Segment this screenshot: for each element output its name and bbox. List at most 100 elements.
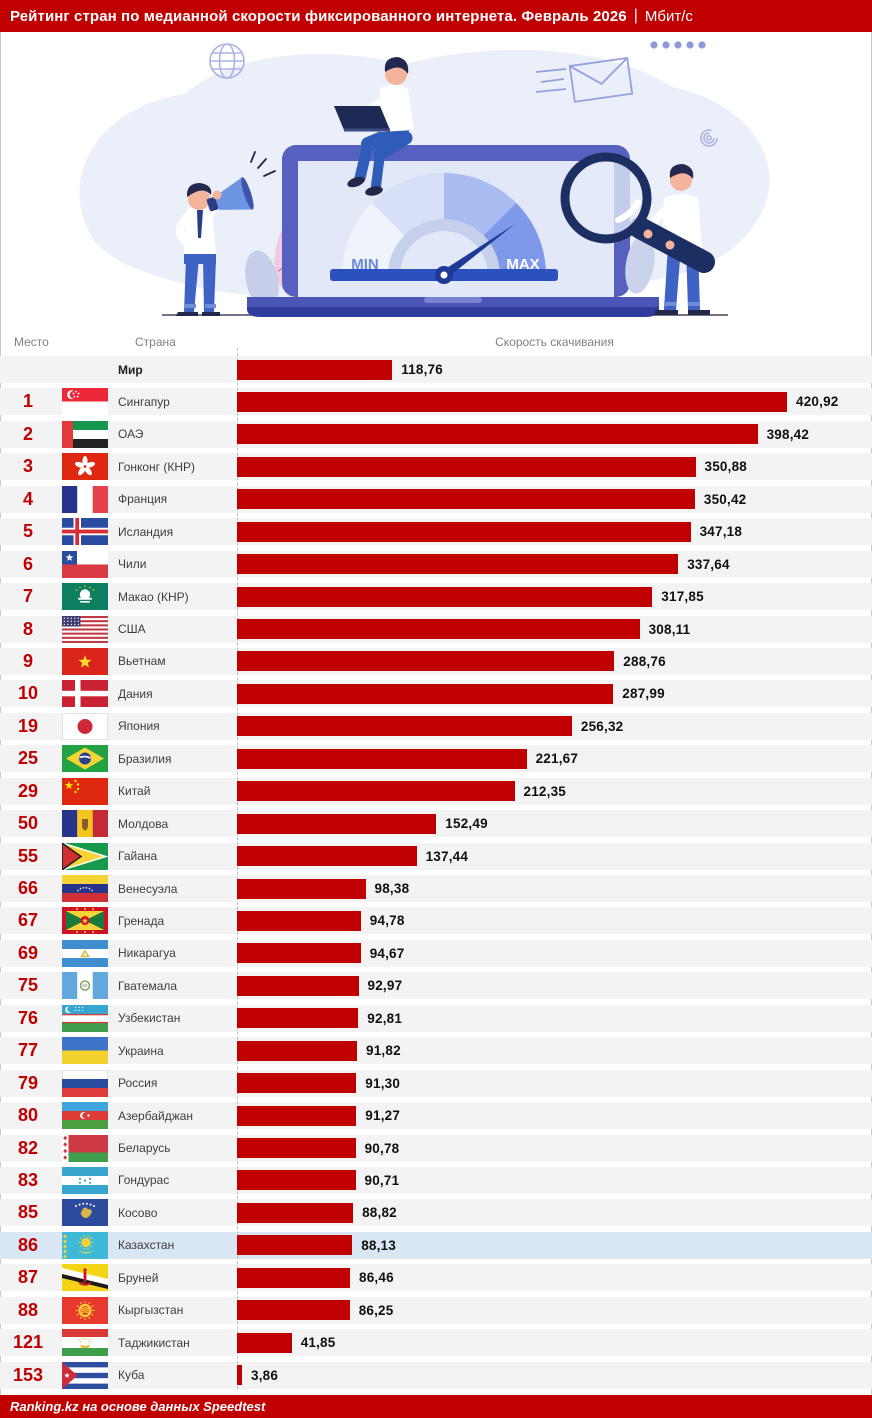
title-separator: | [633, 7, 638, 24]
speed-bar [237, 781, 515, 802]
country-row: 85 Косово 88,82 [0, 1199, 872, 1227]
speed-bar [237, 489, 695, 510]
bar-track: 86,46 [237, 1264, 872, 1291]
speed-value: 308,11 [648, 621, 691, 637]
country-flag-icon [62, 1166, 108, 1194]
country-row: 83 Гондурас 90,71 [0, 1166, 872, 1194]
speed-value: 337,64 [687, 556, 730, 572]
speed-value: 98,38 [374, 881, 410, 896]
speed-value: 152,49 [445, 816, 488, 832]
sitting-person [334, 57, 414, 196]
country-flag-icon [62, 810, 108, 838]
rank-label: 88 [17, 1299, 39, 1320]
speed-bar [237, 910, 361, 931]
country-name: Вьетнам [118, 654, 166, 669]
country-name: Кыргызстан [118, 1303, 184, 1318]
rank-label: 79 [17, 1072, 39, 1093]
country-flag-icon [62, 712, 108, 740]
country-name: Таджикистан [118, 1335, 190, 1350]
bar-track: 94,78 [237, 907, 872, 934]
speed-bar [237, 1170, 356, 1191]
country-name: Куба [118, 1368, 145, 1383]
rank-label: 80 [17, 1105, 39, 1126]
rank-label: 19 [17, 715, 39, 736]
country-row: 66 Венесуэла 98,38 [0, 875, 872, 902]
country-flag-icon [62, 1037, 108, 1065]
bar-track: 90,78 [237, 1135, 872, 1162]
country-flag-icon [62, 939, 108, 967]
rank-label: 76 [17, 1007, 39, 1028]
speed-value: 256,32 [580, 718, 624, 734]
country-flag-icon [62, 777, 108, 805]
source-text: Ranking.kz на основе данных Speedtest [10, 1399, 266, 1414]
bar-track: 3,86 [237, 1362, 872, 1389]
bar-track: 347,18 [237, 518, 872, 545]
bar-track: 88,13 [237, 1232, 872, 1259]
speed-bar [237, 683, 614, 704]
bar-track: 91,27 [237, 1102, 872, 1129]
rank-label: 69 [17, 942, 39, 963]
speed-value: 317,85 [661, 589, 704, 605]
country-row: 87 Бруней 86,46 [0, 1264, 872, 1292]
speed-value: 221,67 [535, 751, 579, 767]
speed-value: 212,35 [523, 783, 566, 799]
speed-bar [237, 521, 691, 542]
country-name: Чили [118, 557, 147, 572]
country-row: 1 Сингапур 420,92 [0, 388, 872, 416]
country-name: Россия [118, 1076, 158, 1091]
speed-gauge: MIN MAX [330, 173, 558, 284]
title-unit: Мбит/с [644, 7, 693, 25]
speed-bar [237, 619, 640, 639]
bar-track: 118,76 [237, 356, 872, 383]
bar-track: 221,67 [237, 745, 872, 772]
speed-value: 94,67 [369, 945, 405, 961]
speed-value: 86,46 [359, 1270, 394, 1286]
column-headers: Место Страна Скорость скачивания [0, 330, 872, 356]
speed-value: 91,82 [366, 1043, 401, 1059]
country-flag-icon [62, 1199, 108, 1227]
megaphone-icon [206, 177, 254, 212]
speed-bar [237, 943, 361, 964]
country-name: Беларусь [118, 1141, 171, 1155]
column-header-country: Страна [135, 335, 176, 349]
country-row: 82 Беларусь 90,78 [0, 1134, 872, 1162]
country-row: 4 Франция 350,42 [0, 485, 872, 513]
speed-bar [237, 1332, 292, 1353]
country-flag-icon [62, 1296, 108, 1324]
column-header-speed: Скорость скачивания [495, 335, 614, 349]
rank-label: 29 [17, 780, 39, 801]
bar-track: 256,32 [237, 713, 872, 740]
bar-track: 337,64 [237, 551, 872, 578]
rank-label: 2 [22, 423, 33, 444]
bar-track: 92,81 [237, 1005, 872, 1032]
speed-bar [237, 554, 679, 575]
country-flag-icon [62, 420, 108, 448]
speed-value: 90,78 [364, 1140, 400, 1156]
speed-bar [237, 748, 527, 769]
megaphone-person [176, 151, 276, 316]
country-name: Бразилия [118, 751, 172, 766]
country-row: 69 Никарагуа 94,67 [0, 939, 872, 967]
country-name: Сингапур [118, 394, 170, 409]
country-name: Украина [118, 1043, 164, 1058]
bar-track: 317,85 [237, 583, 872, 610]
rank-label: 4 [22, 488, 33, 509]
country-name: Венесуэла [118, 881, 178, 896]
speed-bar [237, 456, 696, 477]
country-row: Мир 118,76 [0, 356, 872, 383]
country-name: ОАЭ [118, 427, 144, 442]
speed-value: 92,97 [367, 978, 403, 994]
rank-label: 83 [17, 1169, 39, 1190]
laptop-base [247, 297, 659, 317]
bar-track: 152,49 [237, 810, 872, 837]
country-row: 29 Китай 212,35 [0, 777, 872, 805]
rank-label: 7 [22, 586, 33, 607]
speed-bar [237, 424, 758, 445]
rank-label: 75 [17, 975, 39, 996]
country-flag-icon [62, 550, 108, 578]
country-flag-icon [62, 1231, 108, 1259]
country-name: Макао (КНР) [118, 589, 189, 604]
rank-label: 50 [17, 813, 39, 834]
country-name: Узбекистан [118, 1011, 181, 1026]
speed-value: 41,85 [300, 1335, 336, 1351]
